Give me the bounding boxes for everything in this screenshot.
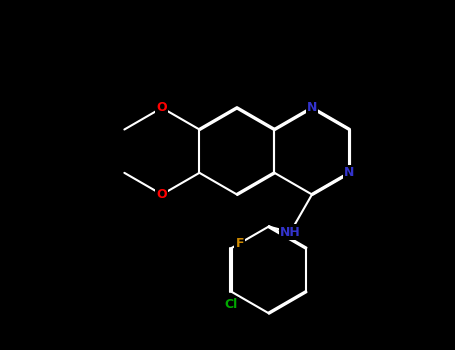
Text: O: O (157, 102, 167, 114)
Text: N: N (344, 166, 355, 179)
Text: Cl: Cl (224, 298, 238, 311)
Text: NH: NH (280, 226, 301, 239)
Text: F: F (236, 237, 244, 250)
Text: O: O (157, 188, 167, 201)
Text: N: N (307, 102, 317, 114)
